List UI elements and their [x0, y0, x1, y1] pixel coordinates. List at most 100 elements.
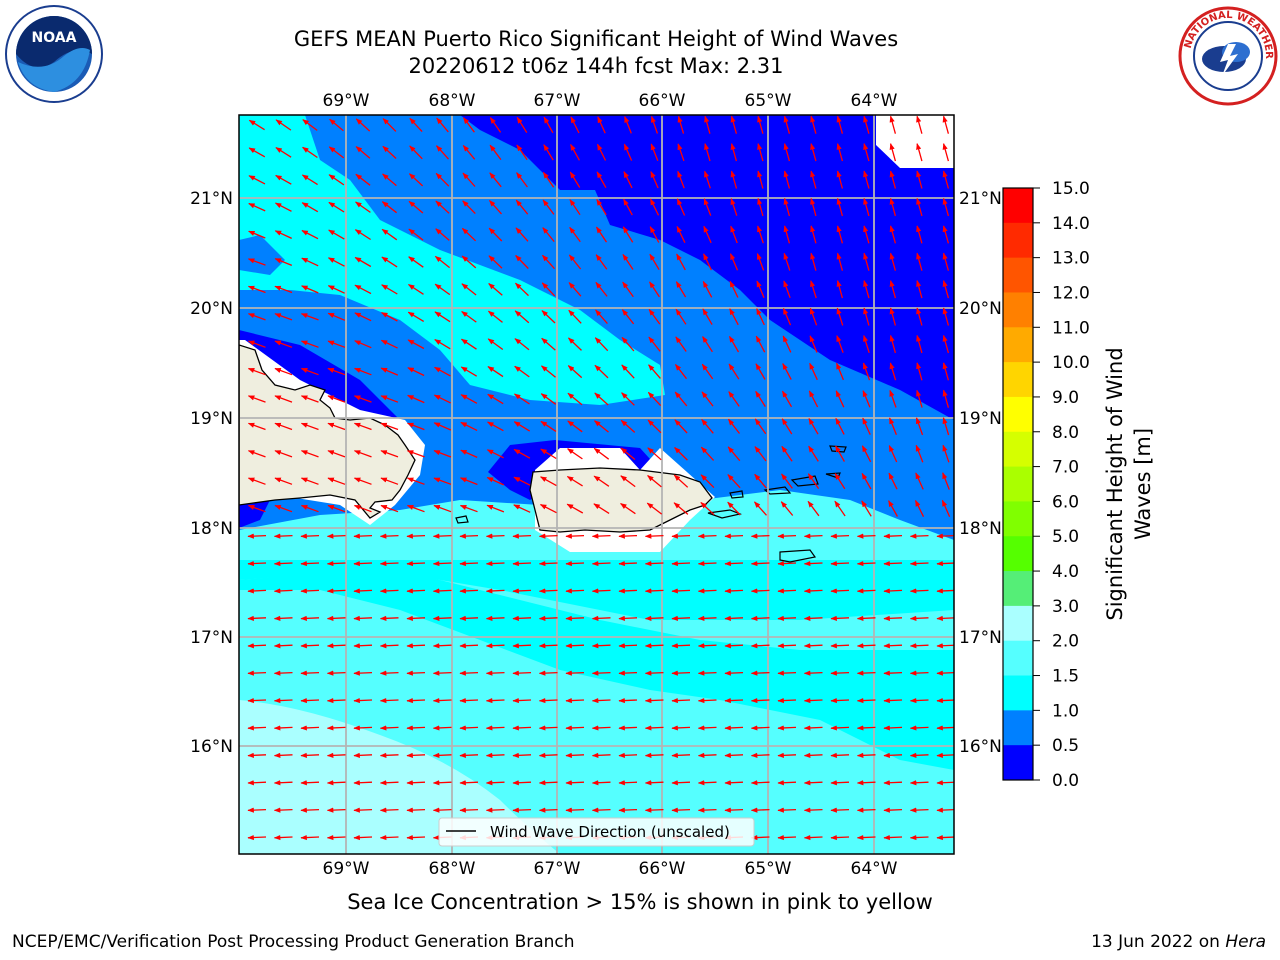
- direction-arrow: [436, 117, 449, 133]
- direction-arrow: [750, 697, 770, 704]
- direction-arrow: [565, 588, 585, 594]
- direction-arrow: [489, 117, 502, 133]
- direction-arrow: [354, 256, 372, 268]
- direction-arrow: [353, 725, 373, 731]
- colorbar-tick-label: 3.0: [1052, 597, 1079, 617]
- direction-arrow: [889, 170, 897, 189]
- direction-arrow: [273, 560, 293, 567]
- direction-arrow: [889, 362, 897, 381]
- direction-arrow: [355, 173, 371, 186]
- direction-arrow: [703, 225, 712, 244]
- direction-arrow: [777, 588, 797, 594]
- direction-arrow: [379, 643, 399, 649]
- direction-arrow: [327, 257, 345, 267]
- direction-arrow: [487, 393, 504, 405]
- direction-arrow: [916, 115, 923, 134]
- direction-arrow: [863, 252, 870, 271]
- colorbar-tick-label: 2.0: [1052, 632, 1079, 652]
- direction-arrow: [650, 115, 659, 134]
- direction-arrow: [353, 504, 372, 513]
- direction-arrow: [836, 280, 844, 299]
- direction-arrow: [889, 115, 897, 134]
- colorbar-tick-label: 11.0: [1052, 318, 1090, 338]
- direction-arrow: [302, 146, 318, 159]
- direction-arrow: [512, 780, 532, 786]
- direction-arrow: [461, 255, 477, 269]
- direction-arrow: [432, 615, 452, 621]
- direction-arrow: [381, 312, 398, 322]
- colorbar-segment: [1003, 536, 1033, 572]
- direction-arrow: [485, 780, 505, 786]
- direction-arrow: [569, 171, 581, 188]
- direction-arrow: [353, 588, 373, 594]
- direction-arrow: [300, 340, 319, 348]
- lat-label-left: 17°N: [190, 628, 233, 648]
- direction-arrow: [326, 670, 346, 676]
- direction-arrow: [432, 643, 452, 649]
- direction-arrow: [803, 533, 823, 539]
- direction-arrow: [618, 588, 638, 594]
- direction-arrow: [888, 472, 898, 490]
- direction-arrow: [247, 588, 267, 594]
- direction-arrow: [459, 533, 479, 539]
- direction-arrow: [591, 670, 611, 676]
- lon-label-bottom: 67°W: [534, 859, 581, 879]
- direction-arrow: [460, 421, 478, 431]
- direction-arrow: [485, 533, 505, 539]
- direction-arrow: [353, 450, 372, 458]
- colorbar-tick-label: 6.0: [1052, 492, 1079, 512]
- direction-arrow: [543, 144, 554, 161]
- direction-arrow: [248, 230, 266, 239]
- direction-arrow: [673, 502, 689, 515]
- direction-arrow: [810, 225, 817, 244]
- direction-arrow: [461, 227, 477, 242]
- direction-arrow: [916, 225, 923, 244]
- direction-arrow: [777, 615, 797, 621]
- direction-arrow: [889, 307, 897, 326]
- direction-arrow: [909, 533, 929, 539]
- direction-arrow: [406, 780, 426, 786]
- direction-arrow: [756, 308, 765, 326]
- direction-arrow: [803, 588, 823, 594]
- direction-arrow: [803, 807, 823, 813]
- direction-arrow: [621, 392, 635, 406]
- direction-arrow: [248, 175, 266, 185]
- direction-arrow: [702, 308, 713, 325]
- direction-arrow: [594, 392, 609, 406]
- direction-arrow: [247, 313, 266, 321]
- direction-arrow: [301, 174, 318, 186]
- direction-arrow: [618, 533, 638, 539]
- direction-arrow: [942, 472, 950, 490]
- direction-arrow: [274, 230, 292, 239]
- direction-arrow: [781, 418, 793, 435]
- direction-arrow: [489, 200, 502, 215]
- direction-arrow: [516, 172, 528, 188]
- direction-arrow: [591, 643, 611, 649]
- direction-arrow: [327, 367, 346, 376]
- direction-arrow: [803, 697, 823, 704]
- direction-arrow: [247, 395, 266, 403]
- direction-arrow: [724, 615, 744, 621]
- direction-arrow: [697, 670, 717, 676]
- direction-arrow: [591, 780, 611, 786]
- direction-arrow: [782, 307, 792, 326]
- direction-arrow: [702, 336, 713, 353]
- direction-arrow: [782, 363, 792, 380]
- colorbar-tick-label: 1.0: [1052, 701, 1079, 721]
- colorbar-tick-label: 1.5: [1052, 667, 1079, 687]
- direction-arrow: [649, 281, 660, 298]
- direction-arrow: [755, 363, 766, 380]
- lat-labels-right: 21°N 20°N 19°N 18°N 17°N 16°N: [959, 189, 1002, 757]
- direction-arrow: [382, 173, 397, 187]
- direction-arrow: [591, 560, 611, 567]
- direction-arrow: [406, 670, 426, 676]
- direction-arrow: [462, 144, 476, 160]
- direction-arrow: [701, 391, 714, 407]
- direction-arrow: [565, 615, 585, 621]
- direction-arrow: [810, 170, 817, 189]
- colorbar-segment: [1003, 222, 1033, 259]
- direction-arrow: [724, 780, 744, 786]
- direction-arrow: [593, 503, 610, 514]
- direction-arrow: [783, 170, 791, 189]
- direction-arrow: [754, 418, 767, 435]
